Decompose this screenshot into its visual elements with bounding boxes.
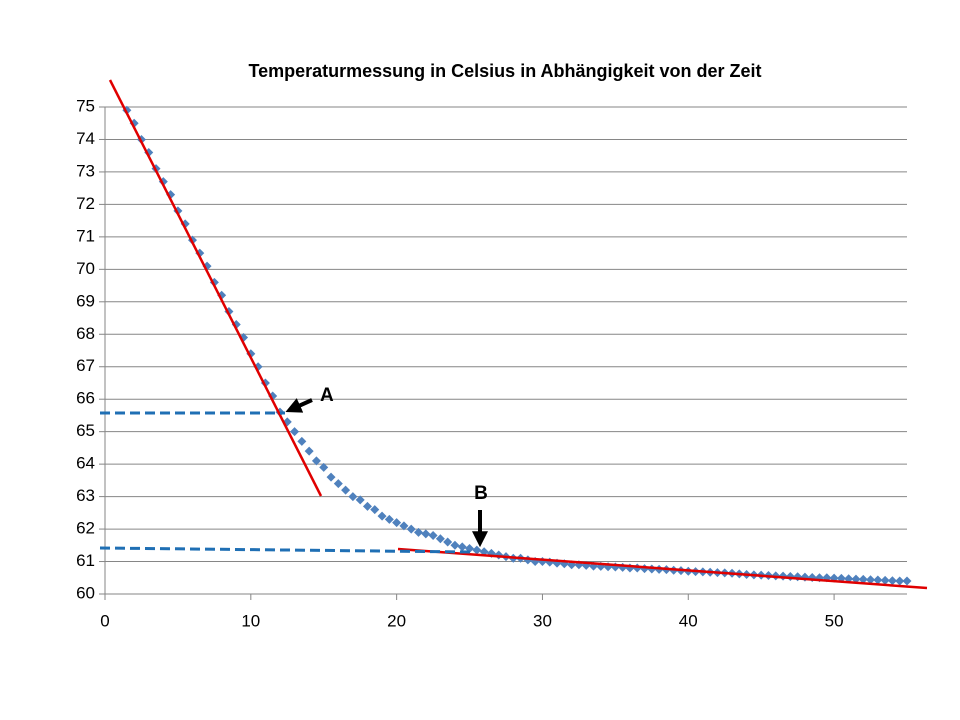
- y-tick-label: 64: [76, 454, 95, 473]
- data-point: [348, 492, 358, 502]
- data-point: [326, 472, 336, 482]
- data-point: [319, 462, 329, 472]
- y-tick-label: 65: [76, 421, 95, 440]
- data-point: [443, 537, 453, 547]
- data-point: [399, 521, 409, 531]
- data-point: [362, 501, 372, 511]
- y-tick-label: 62: [76, 519, 95, 538]
- data-point: [297, 436, 307, 446]
- data-point: [866, 575, 876, 585]
- y-tick-label: 75: [76, 96, 95, 115]
- data-point: [472, 545, 482, 555]
- data-point: [450, 540, 460, 550]
- y-tick-label: 68: [76, 324, 95, 343]
- data-point: [428, 531, 438, 541]
- data-point: [895, 576, 905, 586]
- annotation-label: B: [474, 483, 488, 504]
- data-point: [253, 362, 263, 372]
- data-point: [406, 524, 416, 534]
- y-tick-label: 67: [76, 356, 95, 375]
- annotation-label: A: [320, 385, 334, 406]
- y-tick-label: 72: [76, 194, 95, 213]
- data-point: [851, 574, 861, 584]
- data-point: [880, 575, 890, 585]
- x-tick-label: 50: [825, 611, 844, 630]
- y-tick-label: 60: [76, 583, 95, 602]
- y-tick-label: 73: [76, 161, 95, 180]
- x-tick-label: 20: [387, 611, 406, 630]
- data-point: [333, 479, 343, 489]
- data-point: [414, 527, 424, 537]
- y-tick-label: 63: [76, 486, 95, 505]
- data-point: [873, 575, 883, 585]
- data-point: [341, 485, 351, 495]
- chart-title: Temperaturmessung in Celsius in Abhängig…: [248, 61, 761, 81]
- data-point: [421, 529, 431, 539]
- dashed-guide: [99, 546, 471, 554]
- data-point: [311, 456, 321, 466]
- y-tick-label: 61: [76, 551, 95, 570]
- tangent-line: [108, 79, 323, 497]
- data-point: [384, 514, 394, 524]
- data-point: [355, 495, 365, 505]
- arrow: [285, 398, 313, 413]
- y-tick-label: 71: [76, 226, 95, 245]
- data-point: [290, 427, 300, 437]
- data-point: [304, 446, 314, 456]
- data-point: [370, 505, 380, 515]
- data-point: [858, 574, 868, 584]
- x-tick-label: 30: [533, 611, 552, 630]
- y-tick-label: 74: [76, 129, 95, 148]
- data-point: [902, 576, 912, 586]
- data-point: [887, 576, 897, 586]
- y-tick-label: 70: [76, 259, 95, 278]
- y-tick-label: 69: [76, 291, 95, 310]
- data-point: [377, 511, 387, 521]
- data-point: [457, 542, 467, 552]
- x-tick-label: 0: [100, 611, 109, 630]
- data-point: [392, 518, 402, 528]
- data-point: [435, 534, 445, 544]
- x-tick-label: 40: [679, 611, 698, 630]
- x-tick-label: 10: [241, 611, 260, 630]
- y-tick-label: 66: [76, 389, 95, 408]
- tangent-line: [397, 547, 928, 590]
